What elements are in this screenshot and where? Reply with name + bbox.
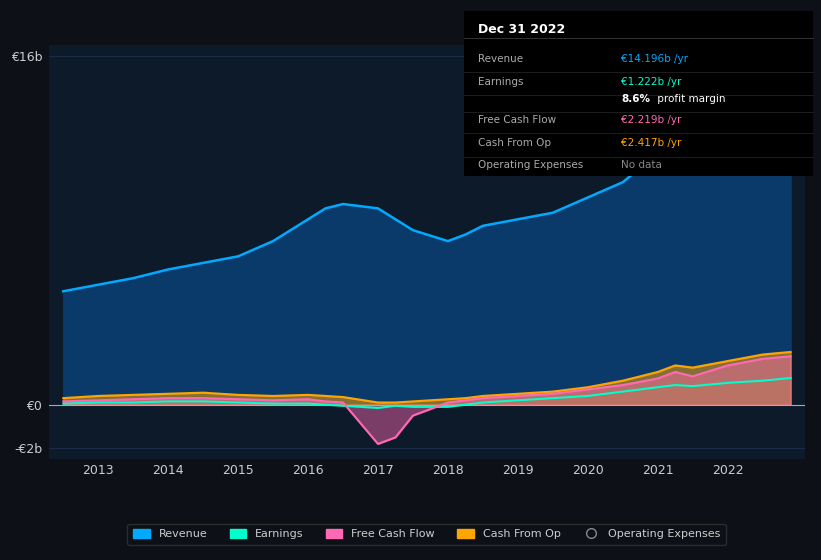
Text: Free Cash Flow: Free Cash Flow [478, 115, 556, 125]
Text: Operating Expenses: Operating Expenses [478, 160, 583, 170]
Text: Revenue: Revenue [478, 54, 523, 64]
Text: 8.6%: 8.6% [621, 94, 650, 104]
Text: profit margin: profit margin [654, 94, 726, 104]
Text: Dec 31 2022: Dec 31 2022 [478, 23, 565, 36]
Text: €14.196b /yr: €14.196b /yr [621, 54, 688, 64]
Text: Earnings: Earnings [478, 77, 523, 87]
Text: €2.219b /yr: €2.219b /yr [621, 115, 681, 125]
Text: Cash From Op: Cash From Op [478, 138, 551, 148]
Text: €2.417b /yr: €2.417b /yr [621, 138, 681, 148]
Text: €1.222b /yr: €1.222b /yr [621, 77, 681, 87]
Text: No data: No data [621, 160, 662, 170]
Legend: Revenue, Earnings, Free Cash Flow, Cash From Op, Operating Expenses: Revenue, Earnings, Free Cash Flow, Cash … [127, 524, 727, 545]
